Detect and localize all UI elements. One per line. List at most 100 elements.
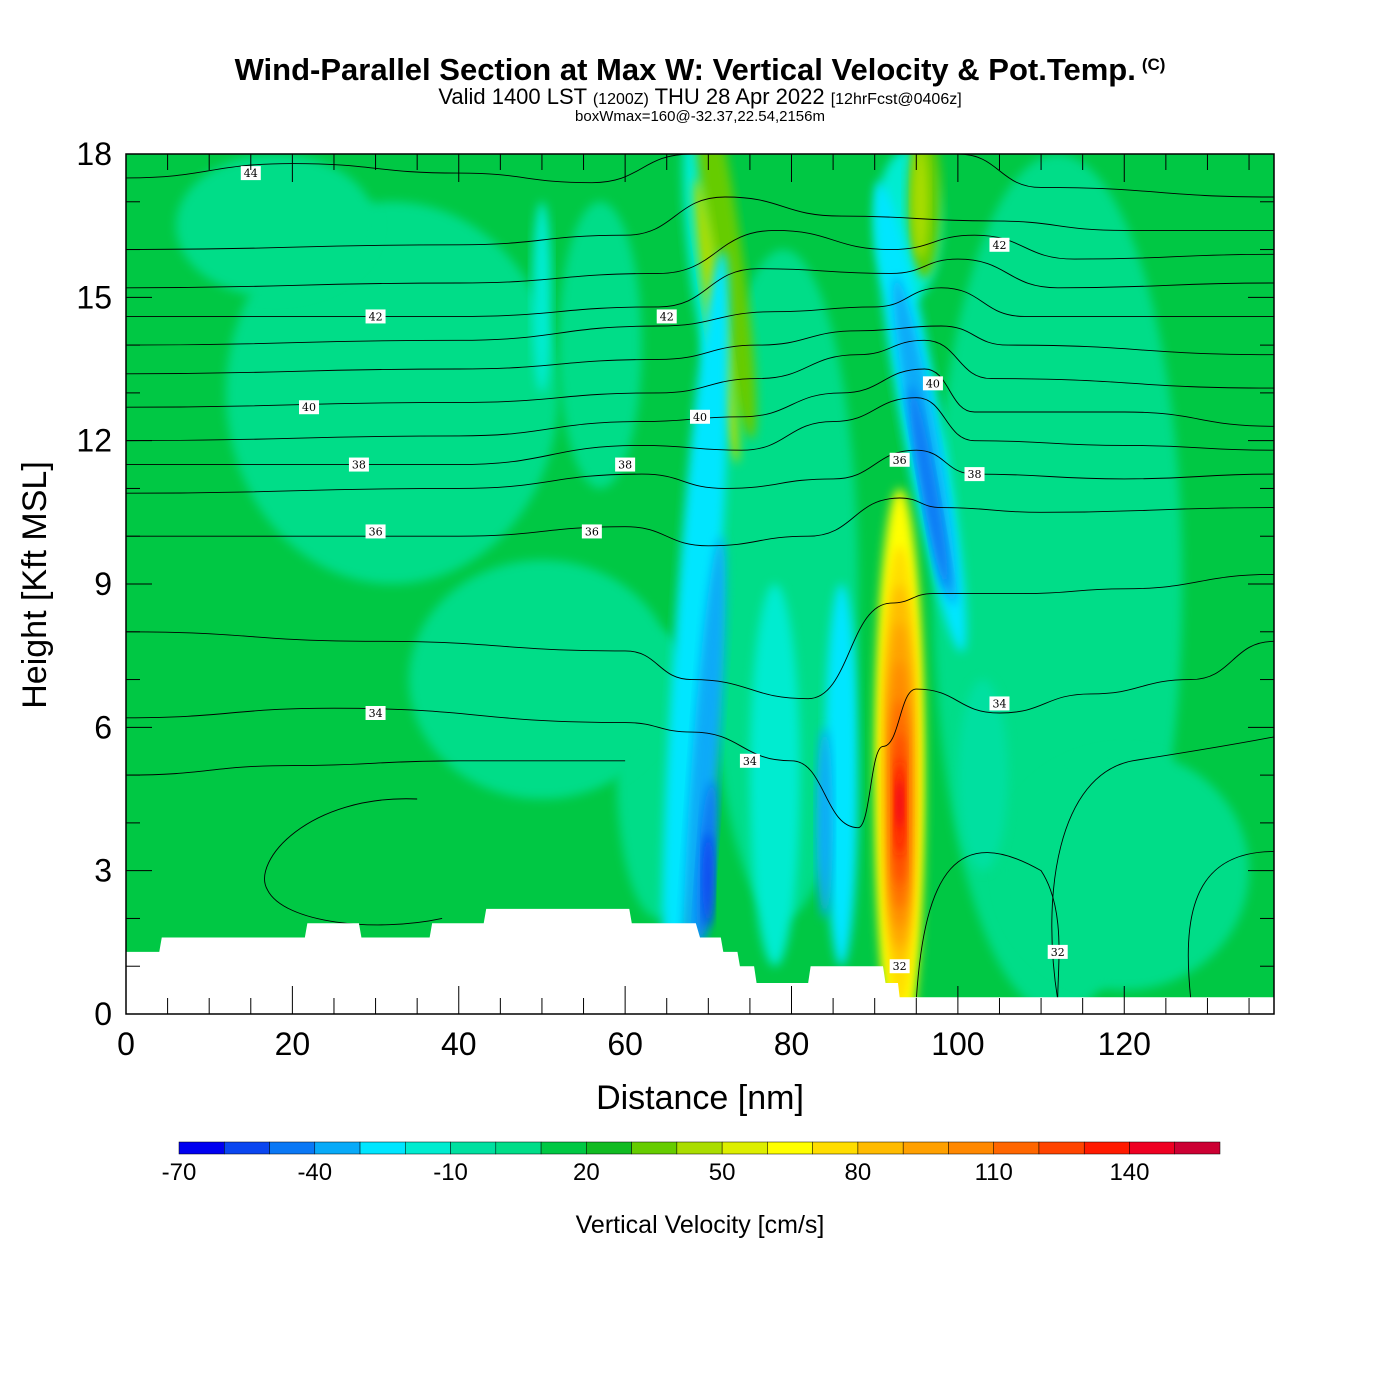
x-tick-label: 20 [275, 1026, 311, 1062]
theta-contour-label: 34 [989, 696, 1010, 711]
theta-contour-label: 32 [889, 959, 910, 974]
colorbar-swatch [993, 1141, 1040, 1155]
theta-label-text: 40 [693, 411, 707, 424]
colorbar-swatch [948, 1141, 994, 1155]
theta-label-text: 34 [369, 707, 383, 720]
theta-label-text: 38 [968, 468, 982, 481]
theta-label-text: 34 [992, 697, 1006, 710]
theta-label-box [365, 524, 386, 539]
theta-label-text: 38 [618, 459, 632, 472]
theta-label-text: 40 [926, 377, 940, 390]
colorbar-tick-label: 80 [845, 1159, 872, 1186]
theta-contour-label: 42 [656, 309, 677, 324]
colorbar-title: Vertical Velocity [cm/s] [576, 1211, 825, 1239]
colorbar-swatch [676, 1141, 723, 1155]
theta-contour-line [126, 196, 1274, 251]
colorbar: -70 -40 -10 20 50 80 110 140 [162, 1141, 1221, 1186]
theta-label-text: 34 [743, 755, 757, 768]
theta-contour-line [126, 760, 626, 776]
theta-contour-label: 38 [964, 467, 985, 482]
theta-contour-line [126, 397, 1274, 466]
x-tick-label: 80 [774, 1026, 810, 1062]
colorbar-swatch [450, 1141, 497, 1155]
colorbar-tick-label: -40 [297, 1159, 332, 1186]
theta-contour-line [126, 449, 1274, 494]
colorbar-swatch [359, 1141, 406, 1155]
theta-label-box [365, 706, 386, 720]
theta-contour-label: 42 [365, 309, 386, 324]
colorbar-tick-label: 140 [1109, 1159, 1149, 1186]
velocity-cell [749, 584, 800, 967]
x-tick-label: 60 [607, 1026, 643, 1062]
y-tick-label: 18 [76, 136, 112, 172]
chart-subtitle: Valid 1400 LST (1200Z) THU 28 Apr 2022 [… [0, 84, 1400, 110]
theta-contour-line [126, 573, 1274, 700]
theta-contour-label: 34 [739, 753, 760, 768]
theta-contour-label: 40 [690, 409, 710, 424]
velocity-cell [816, 727, 834, 919]
theta-label-box [656, 309, 677, 324]
theta-label-box [299, 400, 320, 415]
velocity-cell [912, 154, 929, 260]
colorbar-swatch [1038, 1141, 1085, 1155]
velocity-cell [999, 751, 1250, 991]
theta-label-text: 36 [893, 454, 907, 467]
x-tick-label: 120 [1098, 1026, 1151, 1062]
x-tick-label: 0 [117, 1026, 135, 1062]
velocity-cell [531, 201, 552, 393]
colorbar-swatch [1083, 1141, 1130, 1155]
colorbar-swatch [721, 1141, 768, 1155]
colorbar-tick-label: 50 [709, 1159, 736, 1186]
colorbar-swatch [631, 1141, 678, 1155]
terrain-profile [126, 908, 1274, 1014]
colorbar-swatch [269, 1141, 316, 1155]
theta-contour-line [126, 229, 1274, 289]
theta-contour-line [126, 497, 1274, 547]
velocity-cell [682, 536, 726, 1014]
x-tick-label: 100 [931, 1026, 984, 1062]
theta-label-text: 44 [244, 167, 258, 180]
y-axis-title: Height [Kft MSL] [16, 461, 54, 709]
theta-label-text: 38 [352, 459, 366, 472]
colorbar-swatch [540, 1141, 587, 1155]
theta-label-text: 42 [992, 239, 1006, 252]
colorbar-swatch [178, 1141, 225, 1155]
velocity-cell [909, 384, 949, 592]
theta-contour-line [1051, 736, 1274, 1000]
x-tick-label: 40 [441, 1026, 477, 1062]
colorbar-swatch [1174, 1141, 1221, 1155]
theta-label-box [690, 409, 710, 424]
theta-contour-label: 44 [240, 166, 261, 181]
y-tick-label: 6 [94, 709, 112, 745]
velocity-cell [558, 201, 642, 489]
theta-contour-label: 36 [889, 452, 910, 467]
theta-contours [126, 154, 1274, 1000]
theta-contour-labels: 32 32 34 34 34 36 36 36 38 38 38 40 40 40 42 42 42 44 [240, 166, 1068, 974]
theta-label-box [739, 753, 760, 768]
colorbar-swatch [224, 1141, 270, 1155]
subtitle-forecast: [12hrFcst@0406z] [830, 91, 962, 108]
colorbar-swatch [812, 1141, 859, 1155]
theta-label-box [365, 309, 386, 324]
velocity-cell [175, 154, 376, 298]
subtitle-zulu: (1200Z) [592, 91, 649, 108]
y-tick-label: 12 [76, 423, 112, 459]
theta-contour-label: 34 [365, 706, 386, 720]
theta-contour-line [126, 154, 1274, 198]
theta-label-box [889, 959, 910, 974]
velocity-cell [957, 679, 1008, 871]
theta-label-box [922, 376, 943, 391]
theta-label-text: 36 [369, 525, 383, 538]
colorbar-tick-label: 110 [975, 1159, 1013, 1186]
terrain [126, 908, 1274, 1014]
y-tick-label: 0 [94, 996, 112, 1032]
theta-label-text: 36 [585, 525, 599, 538]
colorbar-swatch [314, 1141, 361, 1155]
theta-contour-line [126, 325, 1274, 375]
theta-contour-label: 36 [365, 524, 386, 539]
colorbar-swatch [495, 1141, 542, 1155]
colorbar-swatch [586, 1141, 632, 1155]
theta-label-box [581, 524, 602, 539]
theta-label-box [240, 166, 261, 181]
